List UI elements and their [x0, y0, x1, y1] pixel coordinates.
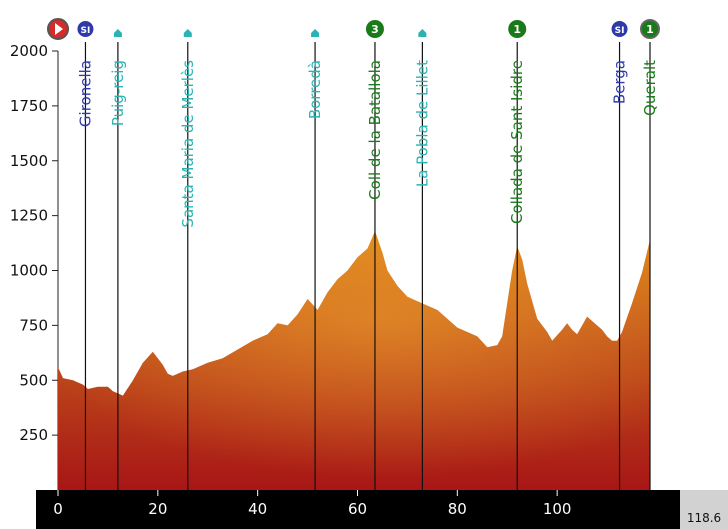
waypoint-label: Collada de Sant Isidre [508, 60, 526, 224]
waypoint-puig-reig: Puig-reig [109, 29, 127, 490]
x-axis-bar [36, 490, 680, 529]
elevation-area-highlight [58, 231, 650, 490]
y-tick-label: 1250 [10, 207, 48, 225]
waypoint-label: Santa Maria de Merlès [179, 60, 197, 228]
waypoint-berga: SI Berga [611, 21, 629, 490]
x-tick-label: 20 [148, 500, 167, 518]
y-tick-label: 2000 [10, 42, 48, 60]
y-tick-label: 500 [19, 371, 48, 389]
town-icon [418, 29, 427, 37]
x-tick-label: 80 [448, 500, 467, 518]
waypoint-queralt: 1 Queralt [640, 19, 660, 490]
waypoint-label: La Pobla de Lillet [413, 60, 431, 187]
waypoint-label: Coll de la Batallola [366, 60, 384, 200]
climb-category-icon [365, 20, 384, 38]
town-icon [311, 29, 320, 37]
climb-category-icon [508, 20, 527, 38]
waypoint-coll-de-la-batallola: 3 Coll de la Batallola [365, 20, 384, 490]
waypoint-label: Borredà [306, 60, 324, 119]
waypoint-markers: SI Gironella Puig-reig Santa Maria de Merlè… [47, 18, 660, 490]
waypoint-label: Gironella [76, 60, 94, 127]
waypoint-collada-de-sant-isidre: 1 Collada de Sant Isidre [508, 20, 527, 490]
waypoint-borred-: Borredà [306, 29, 324, 490]
y-tick-label: 250 [19, 426, 48, 444]
x-tick-label: 100 [543, 500, 572, 518]
waypoint-badge: 3 [371, 23, 379, 36]
waypoint-badge: 1 [646, 23, 654, 36]
waypoint-badge: 1 [513, 23, 521, 36]
y-tick-label: 1750 [10, 97, 48, 115]
waypoint-badge: SI [81, 26, 91, 36]
y-tick-label: 1500 [10, 152, 48, 170]
y-tick-label: 1000 [10, 262, 48, 280]
waypoint-badge: SI [615, 26, 625, 36]
x-tick-label: 40 [248, 500, 267, 518]
y-axis: 250 500 750 1000 1250 1500 1750 2000 [10, 42, 59, 490]
total-distance-box: 118.6 [680, 490, 728, 529]
town-icon [113, 29, 122, 37]
waypoint-santa-maria-de-merl-s: Santa Maria de Merlès [179, 29, 197, 490]
x-tick-label: 60 [348, 500, 367, 518]
x-axis: 0 20 40 60 80 100 [53, 490, 571, 518]
town-icon [183, 29, 192, 37]
waypoint-gironella: SI Gironella [76, 21, 94, 490]
climb-category-icon [640, 19, 660, 39]
x-tick-label: 0 [53, 500, 63, 518]
waypoint-la-pobla-de-lillet: La Pobla de Lillet [413, 29, 431, 490]
start-marker [47, 18, 69, 40]
waypoint-label: Berga [611, 60, 629, 104]
play-icon [55, 23, 63, 35]
sprint-icon [611, 21, 628, 37]
y-tick-label: 750 [19, 316, 48, 334]
sprint-icon [77, 21, 94, 37]
waypoint-label: Queralt [641, 60, 659, 116]
waypoint-label: Puig-reig [109, 60, 127, 126]
total-distance-label: 118.6 [686, 510, 722, 525]
